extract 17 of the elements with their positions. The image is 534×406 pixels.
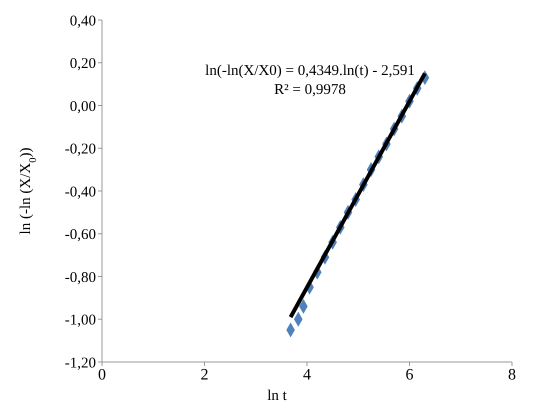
x-tick-label: 8: [508, 366, 516, 384]
annotation: ln(-ln(X/X0) = 0,4349.ln(t) - 2,591: [204, 62, 416, 81]
y-tick-label: -0,40: [64, 184, 96, 200]
y-tick-label: 0,40: [70, 13, 96, 30]
y-tick-label: -1,00: [64, 312, 96, 329]
y-tick-label: -1,20: [64, 355, 96, 372]
y-tick-label: 0,00: [70, 98, 96, 115]
y-tick-label: -0,80: [64, 270, 96, 286]
y-tick-label: -0,60: [64, 227, 96, 244]
y-tick-label: -0,20: [64, 142, 96, 158]
annotation: R² = 0,9978: [273, 81, 347, 100]
x-tick-label: 4: [303, 366, 311, 384]
x-tick-label: 2: [200, 366, 208, 384]
x-tick-label: 6: [406, 366, 414, 384]
y-tick-label: 0,20: [70, 56, 96, 72]
x-axis-title: ln t: [267, 388, 288, 404]
x-tick-label: 0: [98, 366, 106, 384]
